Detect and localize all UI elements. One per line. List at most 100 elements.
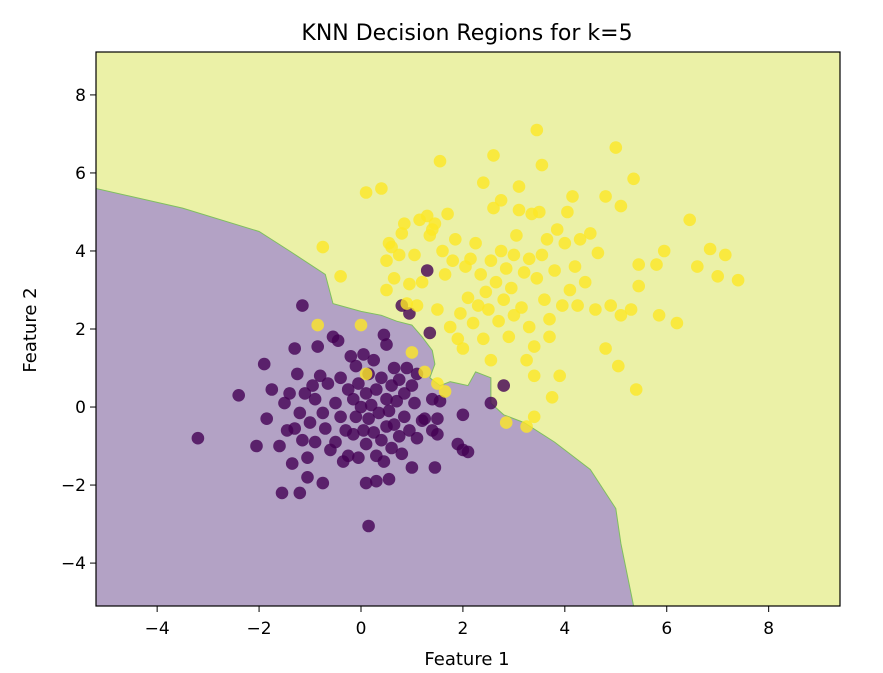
point-class-0 — [420, 264, 434, 277]
y-tick-label: 8 — [75, 86, 86, 106]
point-class-1 — [479, 285, 493, 299]
point-class-1 — [584, 227, 597, 240]
point-class-0 — [257, 357, 271, 371]
point-class-0 — [431, 412, 444, 426]
point-class-1 — [471, 299, 485, 312]
point-class-0 — [387, 361, 401, 375]
point-class-1 — [494, 244, 508, 258]
point-class-1 — [731, 273, 745, 287]
point-class-1 — [354, 318, 368, 332]
point-class-1 — [520, 420, 533, 433]
y-axis-ticks: −4 −2 0 2 4 6 8 — [61, 86, 96, 574]
point-class-0 — [392, 430, 406, 443]
point-class-1 — [512, 180, 526, 193]
point-class-1 — [691, 260, 704, 273]
point-class-1 — [530, 123, 544, 137]
point-class-1 — [492, 314, 505, 328]
point-class-1 — [624, 303, 638, 316]
point-class-0 — [375, 433, 388, 447]
point-class-0 — [370, 474, 383, 488]
point-class-0 — [293, 486, 307, 500]
point-class-1 — [502, 330, 516, 344]
point-class-0 — [398, 387, 411, 400]
point-class-0 — [191, 431, 205, 445]
point-class-0 — [352, 451, 365, 465]
point-class-0 — [367, 353, 381, 367]
point-class-1 — [449, 233, 462, 246]
chart-title: KNN Decision Regions for k=5 — [301, 21, 632, 46]
point-class-1 — [446, 254, 460, 267]
point-class-0 — [382, 404, 396, 418]
point-class-0 — [308, 392, 322, 406]
point-class-1 — [487, 149, 500, 162]
point-class-0 — [357, 424, 370, 437]
point-class-1 — [527, 369, 541, 383]
point-class-1 — [540, 233, 554, 246]
point-class-1 — [477, 176, 490, 189]
point-class-1 — [550, 223, 564, 236]
point-class-0 — [349, 359, 363, 373]
x-tick-label: −4 — [145, 619, 170, 639]
point-class-1 — [311, 318, 325, 332]
point-class-1 — [497, 293, 511, 307]
point-class-0 — [387, 418, 401, 431]
point-class-0 — [232, 389, 245, 402]
point-class-1 — [558, 236, 572, 250]
point-class-1 — [438, 385, 452, 398]
point-class-0 — [347, 392, 360, 406]
point-class-0 — [433, 394, 447, 408]
point-class-1 — [387, 272, 401, 285]
point-class-1 — [395, 227, 409, 240]
point-class-1 — [484, 254, 498, 267]
point-class-1 — [408, 248, 421, 262]
point-class-0 — [354, 400, 368, 414]
point-class-1 — [507, 309, 521, 322]
point-class-0 — [347, 428, 360, 441]
point-class-0 — [283, 387, 296, 400]
point-class-1 — [578, 275, 592, 289]
point-class-1 — [563, 283, 577, 297]
point-class-1 — [487, 201, 500, 215]
point-class-0 — [319, 422, 332, 435]
point-class-0 — [329, 435, 342, 449]
point-class-0 — [329, 396, 342, 410]
point-class-0 — [311, 340, 325, 353]
point-class-0 — [408, 396, 421, 410]
point-class-1 — [398, 217, 411, 230]
point-class-0 — [273, 439, 286, 453]
plot-area — [96, 52, 840, 606]
point-class-0 — [296, 299, 309, 312]
point-class-1 — [561, 205, 574, 219]
point-class-0 — [380, 392, 393, 406]
point-class-0 — [288, 422, 302, 435]
point-class-0 — [364, 398, 378, 412]
point-class-0 — [403, 424, 416, 437]
x-tick-label: 4 — [559, 619, 570, 639]
point-class-1 — [556, 299, 569, 312]
point-class-1 — [573, 233, 587, 246]
point-class-0 — [377, 328, 391, 342]
point-class-1 — [609, 141, 623, 154]
y-tick-label: 0 — [75, 398, 86, 418]
point-class-0 — [306, 379, 319, 392]
point-class-1 — [385, 240, 398, 254]
point-class-1 — [629, 383, 643, 396]
point-class-1 — [650, 258, 663, 271]
point-class-1 — [553, 369, 566, 383]
point-class-0 — [321, 377, 335, 390]
point-class-1 — [499, 416, 513, 429]
x-axis-ticks: −4 −2 0 2 4 6 8 — [145, 606, 774, 639]
point-class-0 — [291, 367, 304, 381]
point-class-1 — [591, 246, 605, 260]
point-class-0 — [341, 449, 355, 463]
point-class-1 — [441, 207, 454, 221]
point-class-0 — [403, 307, 416, 320]
point-class-1 — [589, 303, 602, 316]
point-class-1 — [431, 303, 444, 316]
point-class-1 — [533, 205, 546, 219]
point-class-1 — [614, 199, 628, 213]
point-class-1 — [510, 229, 523, 242]
decision-regions — [96, 52, 840, 606]
point-class-1 — [599, 342, 612, 355]
point-class-1 — [543, 330, 556, 344]
